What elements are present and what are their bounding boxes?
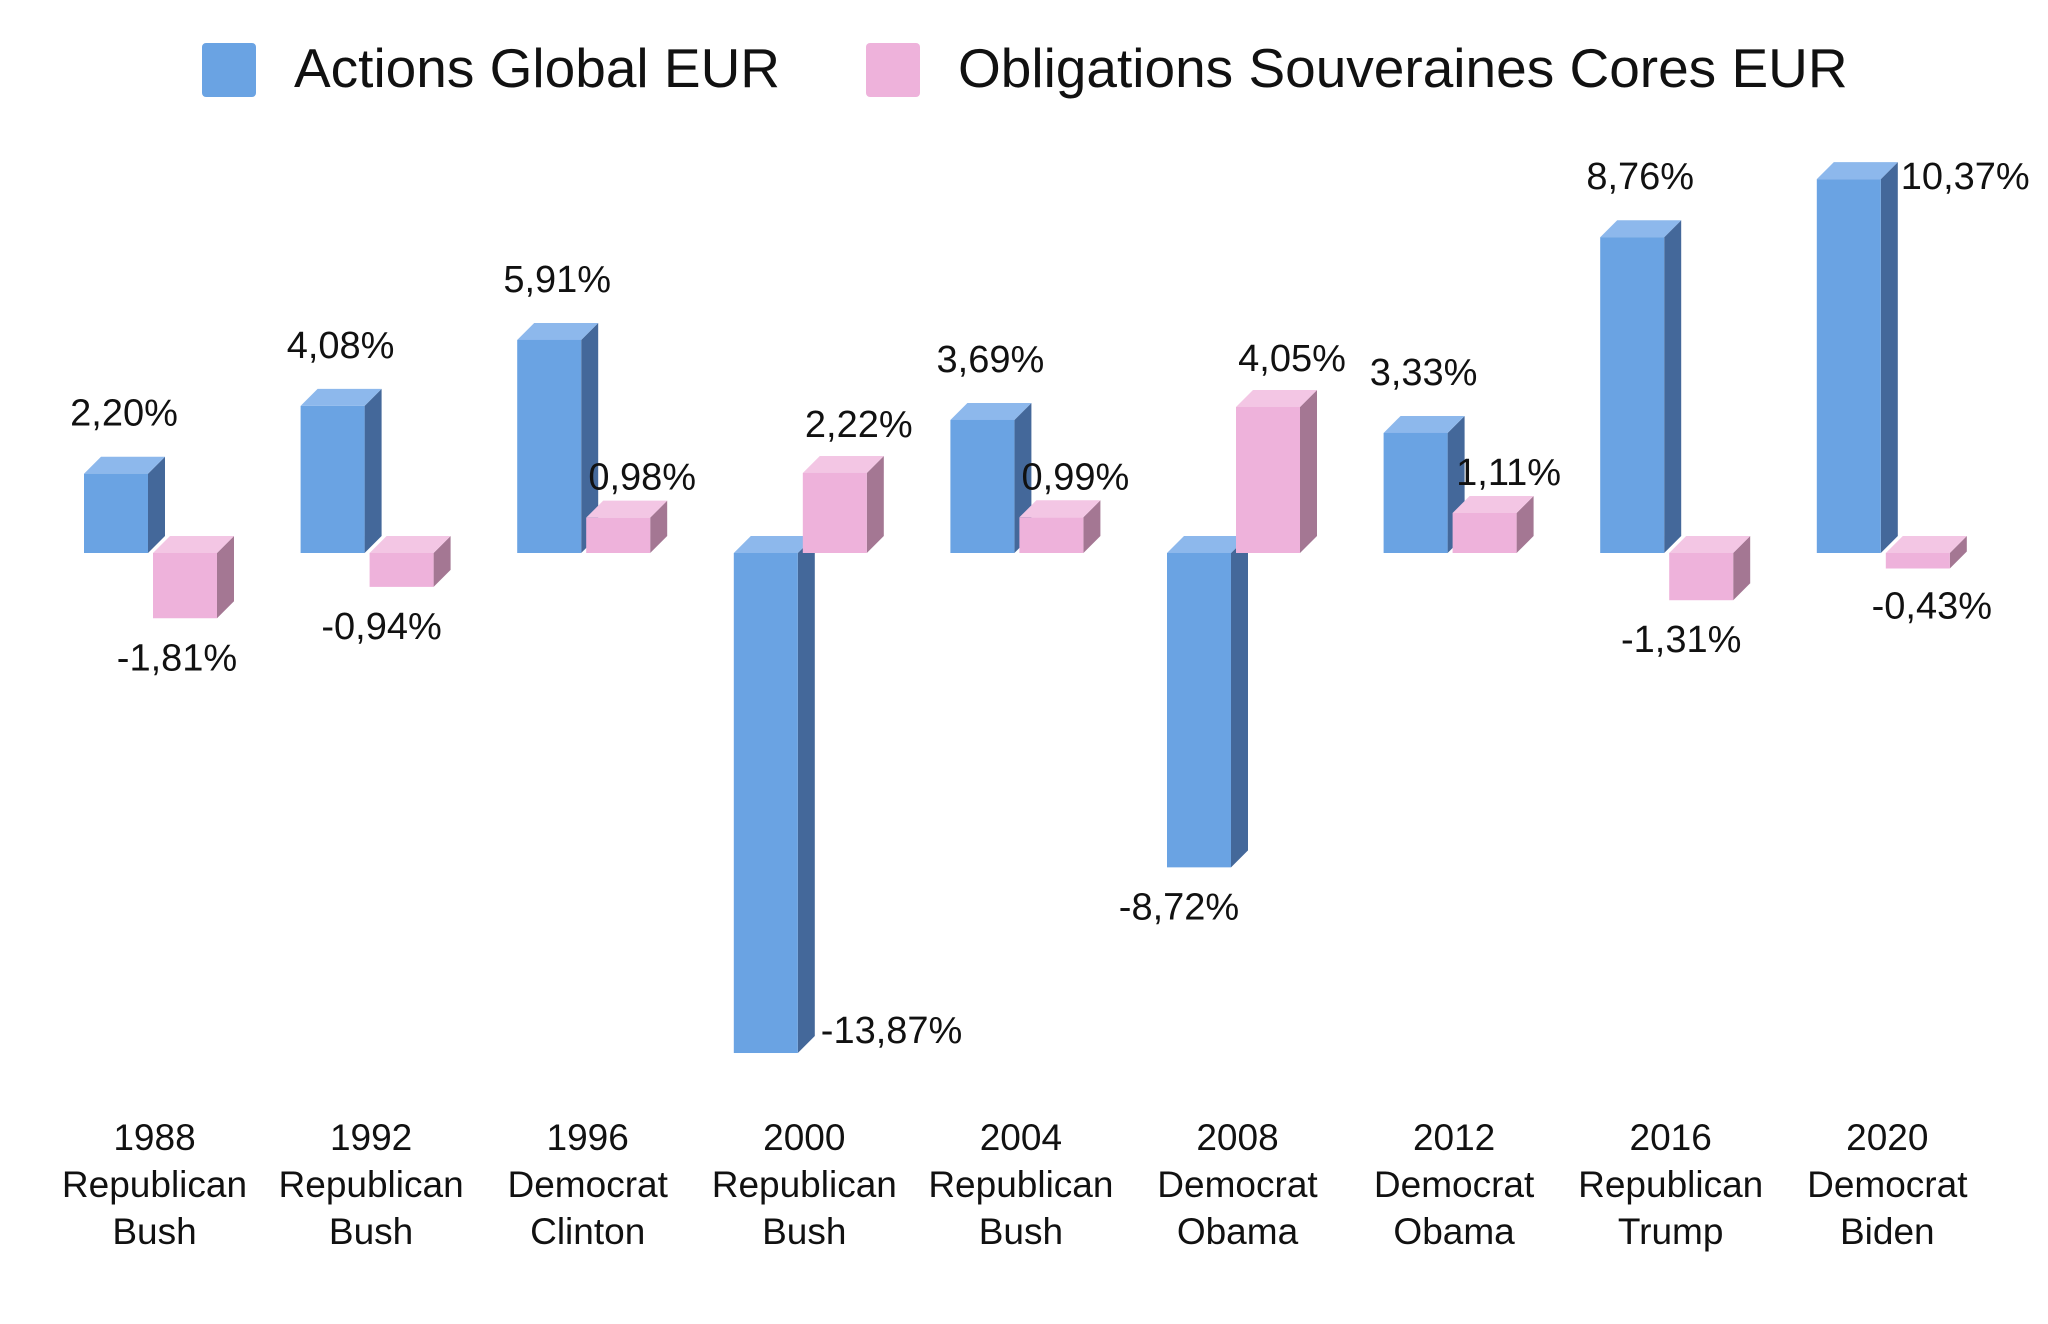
- bar-series1-2000: [733, 536, 815, 1054]
- legend-label: Obligations Souveraines Cores EUR: [958, 37, 1848, 99]
- data-label-series2-1992: -0,94%: [321, 606, 441, 648]
- category-label-2012: 2012 Democrat Obama: [1374, 1117, 1535, 1252]
- data-label-series1-2020: 10,37%: [1901, 156, 2030, 198]
- data-label-series1-1996: 5,91%: [503, 259, 611, 301]
- data-label-series2-2008: 4,05%: [1238, 338, 1346, 380]
- legend-item-2: Obligations Souveraines Cores EUR: [866, 37, 1848, 99]
- category-label-2008: 2008 Democrat Obama: [1157, 1117, 1318, 1252]
- data-label-series2-2004: 0,99%: [1022, 456, 1130, 498]
- data-label-series2-2020: -0,43%: [1872, 586, 1992, 628]
- bar-series2-2020: [1885, 536, 1967, 569]
- data-label-series2-2000: 2,22%: [805, 404, 913, 446]
- bar-series2-1992: [369, 536, 451, 587]
- bar-series1-2016: [1600, 220, 1682, 553]
- bar-series2-2012: [1452, 495, 1534, 553]
- data-label-series1-2008: -8,72%: [1119, 886, 1239, 928]
- bar-series2-1988: [153, 536, 234, 619]
- category-label-2020: 2020 Democrat Biden: [1807, 1117, 1968, 1252]
- data-label-series1-1992: 4,08%: [287, 325, 395, 367]
- plot-area: [84, 162, 1967, 1054]
- bar-series1-2004: [950, 402, 1032, 553]
- data-label-series1-1988: 2,20%: [70, 393, 178, 435]
- legend-label: Actions Global EUR: [294, 37, 780, 99]
- legend: Actions Global EUR Obligations Souveraine…: [202, 37, 1848, 99]
- bar-series2-2008: [1236, 389, 1317, 553]
- legend-swatch: [866, 43, 920, 97]
- bar-series2-2004: [1019, 500, 1101, 553]
- data-label-series1-2004: 3,69%: [937, 339, 1045, 381]
- legend-swatch: [202, 43, 256, 97]
- data-label-series2-2012: 1,11%: [1456, 452, 1561, 494]
- bar-series1-1996: [517, 322, 599, 553]
- data-label-series1-2012: 3,33%: [1370, 352, 1478, 394]
- data-label-series1-2016: 8,76%: [1586, 156, 1694, 198]
- value-labels: 2,20% -1,81% 4,08% -0,94% 5,91% 0,98% -13,87% 2…: [70, 156, 2030, 1052]
- legend-item-1: Actions Global EUR: [202, 37, 780, 99]
- data-label-series1-2000: -13,87%: [821, 1010, 963, 1052]
- category-label-1988: 1988 Republican Bush: [62, 1117, 247, 1252]
- category-label-2000: 2000 Republican Bush: [712, 1117, 897, 1252]
- category-label-1992: 1992 Republican Bush: [279, 1117, 464, 1252]
- bar-series1-2012: [1383, 415, 1465, 553]
- bar-series2-2000: [802, 455, 884, 553]
- bar-series2-2016: [1669, 536, 1751, 601]
- data-label-series2-1988: -1,81%: [117, 637, 237, 679]
- category-label-2016: 2016 Republican Trump: [1578, 1117, 1763, 1252]
- category-label-2004: 2004 Republican Bush: [928, 1117, 1113, 1252]
- bar-series2-1996: [586, 500, 668, 553]
- bar-series1-1988: [84, 456, 165, 553]
- bar-series1-2008: [1167, 536, 1248, 868]
- data-label-series2-2016: -1,31%: [1621, 619, 1741, 661]
- data-label-series2-1996: 0,98%: [588, 457, 696, 499]
- bar-series1-2020: [1816, 162, 1898, 553]
- category-label-1996: 1996 Democrat Clinton: [508, 1117, 669, 1252]
- bar-series1-1992: [300, 388, 382, 553]
